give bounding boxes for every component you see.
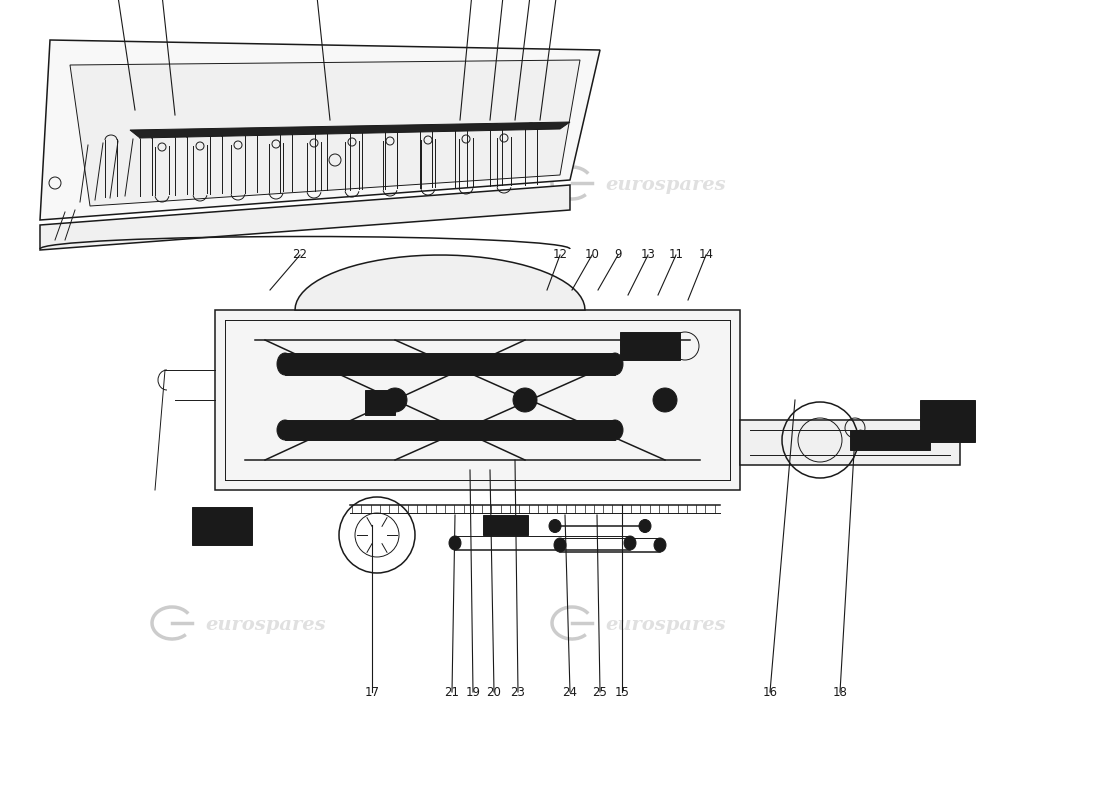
Text: 13: 13: [640, 249, 656, 262]
Polygon shape: [740, 420, 960, 465]
Ellipse shape: [607, 353, 623, 375]
Ellipse shape: [607, 420, 623, 440]
Bar: [483, 515, 528, 535]
Text: 17: 17: [364, 686, 380, 698]
Ellipse shape: [449, 536, 461, 550]
Text: 9: 9: [614, 249, 622, 262]
Text: 19: 19: [465, 686, 481, 698]
Text: 21: 21: [444, 686, 460, 698]
Bar: [192, 507, 252, 545]
Ellipse shape: [277, 420, 293, 440]
Polygon shape: [70, 60, 580, 206]
Polygon shape: [40, 185, 570, 250]
Text: 12: 12: [552, 249, 568, 262]
Text: eurospares: eurospares: [205, 616, 326, 634]
Bar: [620, 332, 680, 360]
Bar: [214, 512, 227, 540]
Text: eurospares: eurospares: [175, 176, 296, 194]
Circle shape: [383, 388, 407, 412]
Bar: [285, 353, 615, 375]
Text: eurospares: eurospares: [605, 176, 726, 194]
Ellipse shape: [639, 519, 651, 533]
Text: 22: 22: [293, 249, 308, 262]
Text: 14: 14: [698, 249, 714, 262]
Text: 15: 15: [615, 686, 629, 698]
Ellipse shape: [549, 519, 561, 533]
Bar: [365, 390, 395, 415]
Polygon shape: [40, 40, 600, 220]
Polygon shape: [130, 122, 570, 138]
Ellipse shape: [554, 538, 566, 552]
Ellipse shape: [277, 353, 293, 375]
Polygon shape: [295, 255, 585, 310]
Ellipse shape: [654, 538, 666, 552]
Circle shape: [653, 388, 676, 412]
Text: 23: 23: [510, 686, 526, 698]
Bar: [285, 420, 615, 440]
Text: 20: 20: [486, 686, 502, 698]
Circle shape: [513, 388, 537, 412]
Bar: [233, 512, 245, 540]
Bar: [197, 512, 209, 540]
Text: 24: 24: [562, 686, 578, 698]
Text: 18: 18: [833, 686, 847, 698]
Text: 11: 11: [669, 249, 683, 262]
Polygon shape: [214, 310, 740, 490]
Bar: [850, 430, 930, 450]
Text: 25: 25: [593, 686, 607, 698]
Text: 16: 16: [762, 686, 778, 698]
Text: 10: 10: [584, 249, 600, 262]
Ellipse shape: [624, 536, 636, 550]
Text: eurospares: eurospares: [605, 616, 726, 634]
Bar: [920, 400, 975, 442]
